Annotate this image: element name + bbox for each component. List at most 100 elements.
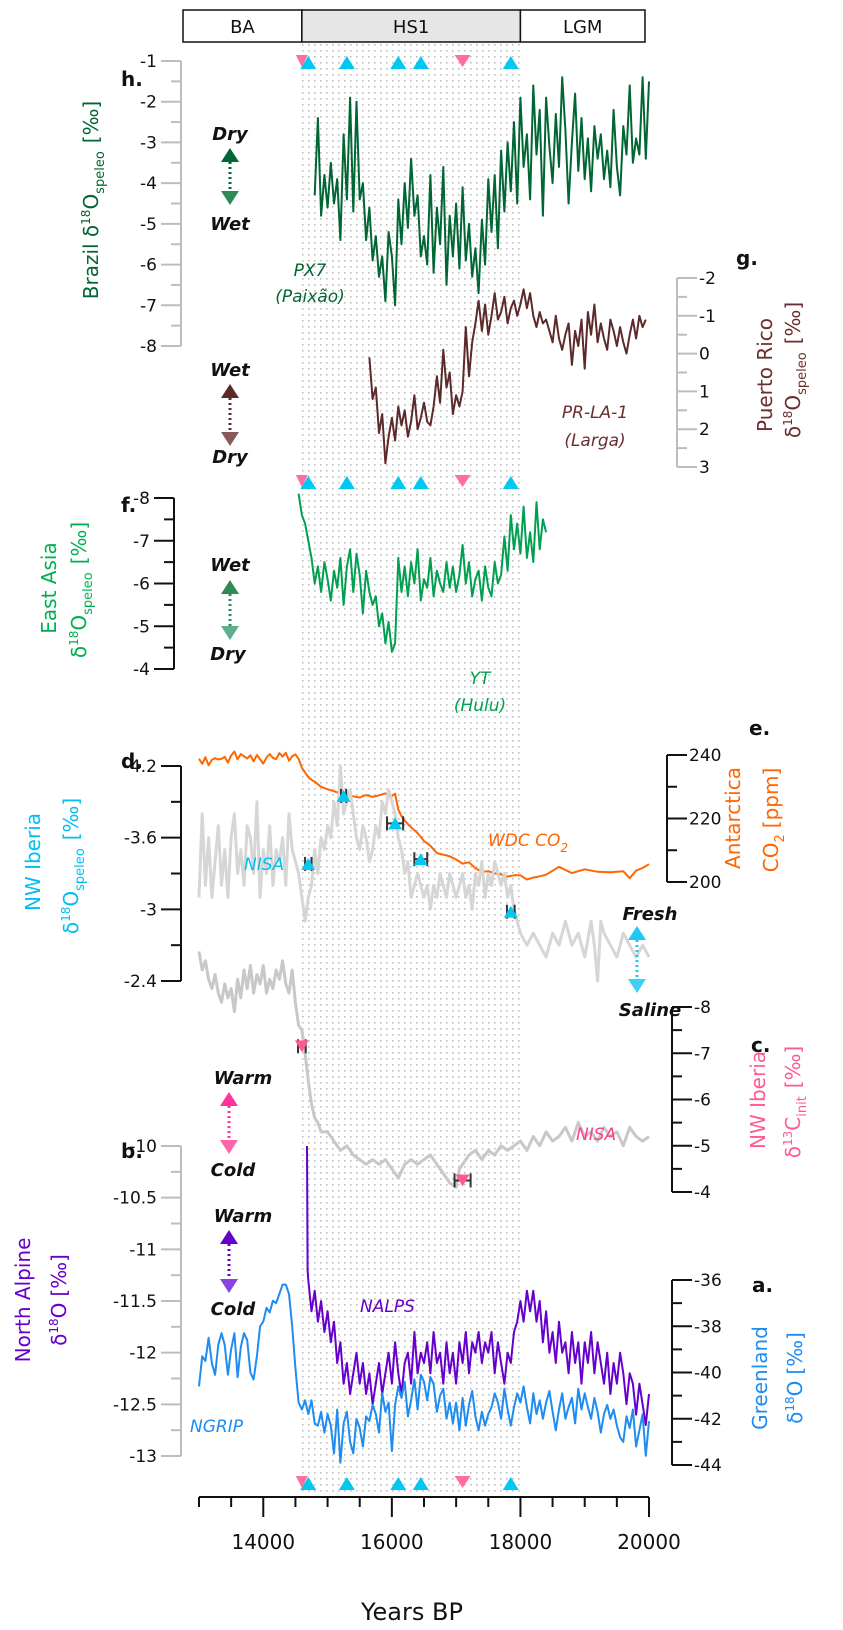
period-label-ba: BA (230, 17, 255, 38)
event-marker-down-triangle (295, 55, 308, 67)
y-tick-label-h: -7 (140, 296, 157, 316)
y-tick-label-e: 240 (689, 746, 721, 766)
y-tick-label-e: 200 (689, 873, 721, 893)
series-line-a (198, 1283, 650, 1464)
y-tick-label-g: 2 (699, 420, 710, 440)
marker-up-triangle (503, 905, 518, 918)
marker-down-triangle (294, 1040, 309, 1053)
event-marker-up-triangle (502, 476, 519, 489)
series-line-f (297, 493, 548, 653)
x-tick-label: 16000 (360, 1530, 424, 1554)
double-arrow-icon-d (628, 926, 646, 993)
direction-label-dry-g: Dry (212, 447, 249, 468)
dated-marker-c (453, 1173, 472, 1188)
axis-title-nw-iberia-d-line1: NW Iberia (21, 813, 45, 911)
series-line-h (313, 76, 650, 307)
record-label-nisa-c: NISA (576, 1125, 616, 1145)
panel-letter-c: c. (751, 1033, 770, 1057)
event-markers-bottom (295, 1476, 519, 1490)
axis-title-greenland-line1: Greenland (748, 1326, 772, 1430)
panel-h: -1 -2 -3 -4 -5 -6 -7 -8 (140, 52, 650, 357)
dated-marker-d (413, 852, 429, 867)
double-arrow-icon-h (221, 148, 239, 205)
record-label-paixao: (Paixão) (275, 287, 345, 307)
record-label-wdc-co2: WDC CO2 (488, 831, 568, 855)
event-marker-up-triangle (412, 476, 429, 489)
arrow-down-head (220, 1140, 238, 1154)
marker-up-triangle (336, 789, 351, 802)
x-tick-label: 18000 (489, 1530, 553, 1554)
marker-up-triangle (301, 857, 316, 870)
panel-f: -8 -7 -6 -5 -4 (133, 489, 548, 680)
y-tick-label-c: -8 (694, 998, 711, 1018)
axis-title-east-asia-line1: East Asia (37, 542, 61, 633)
event-marker-up-triangle (412, 56, 429, 69)
y-tick-label-g: -1 (699, 307, 716, 327)
y-tick-label-g: 3 (699, 458, 710, 478)
x-axis: 14000 16000 18000 20000 (198, 1496, 681, 1554)
y-tick-label-d: -3.6 (124, 829, 157, 849)
event-marker-up-triangle (338, 56, 355, 69)
marker-down-triangle (455, 1174, 470, 1187)
event-marker-down-triangle (454, 1476, 471, 1488)
direction-label-wet-f: Wet (210, 555, 251, 576)
event-marker-up-triangle (390, 56, 407, 69)
arrow-down-head (628, 979, 646, 993)
y-tick-label-c: -4 (694, 1183, 711, 1203)
dated-marker-d (336, 788, 351, 803)
event-marker-down-triangle (295, 1476, 308, 1488)
arrow-down-head (221, 626, 239, 640)
dated-marker-d (386, 816, 405, 831)
panel-letter-d: d. (121, 749, 143, 773)
event-marker-down-triangle (454, 475, 471, 487)
direction-label-fresh: Fresh (623, 904, 678, 925)
arrow-up-head (220, 1092, 238, 1106)
period-box-hs1 (301, 9, 522, 43)
panel-labels: h. g. f. e. d. c. b. a. (121, 67, 773, 1297)
y-tick-label-b: -10.5 (113, 1189, 157, 1209)
period-box-ba (182, 9, 303, 43)
dated-marker-d (301, 856, 316, 871)
axis-title-north-alpine-line1: North Alpine (11, 1238, 35, 1363)
axis-title-nw-iberia-c-line2: δ13Cinit[‰] (781, 1046, 810, 1159)
hs1-shaded-region (301, 44, 521, 1496)
period-box-lgm (519, 9, 646, 43)
y-tick-label-g: 1 (699, 382, 710, 402)
y-tick-label-f: -5 (133, 617, 150, 637)
axis-title-antarctica-line1: Antarctica (721, 767, 745, 869)
axis-titles: Brazil δ18Ospeleo[‰] Puerto Rico δ18Ospe… (11, 101, 810, 1430)
panel-g: -2 -1 0 1 2 3 (368, 269, 716, 478)
y-tick-label-b: -12.5 (113, 1395, 157, 1415)
axis-title-greenland-line2: δ18O[‰] (783, 1332, 807, 1424)
event-marker-down-triangle (454, 55, 471, 67)
x-tick-label: 14000 (231, 1530, 295, 1554)
event-marker-up-triangle (502, 1477, 519, 1490)
y-tick-label-b: -13 (129, 1447, 157, 1467)
event-marker-up-triangle (390, 1477, 407, 1490)
x-tick-label: 20000 (617, 1530, 681, 1554)
direction-label-cold-c: Cold (211, 1160, 257, 1181)
record-label-larga: (Larga) (564, 431, 625, 451)
direction-label-saline: Saline (619, 1000, 681, 1021)
y-tick-label-a: -40 (694, 1364, 722, 1384)
arrow-up-head (221, 384, 239, 398)
double-arrow-icon-c (220, 1092, 238, 1154)
event-markers-middle (295, 475, 519, 489)
y-tick-label-d: -4.2 (124, 757, 157, 777)
axis-title-east-asia-line2: δ18Ospeleo[‰] (67, 522, 96, 658)
y-tick-label-d: -2.4 (124, 972, 157, 992)
arrow-down-head (221, 191, 239, 205)
event-marker-up-triangle (338, 1477, 355, 1490)
axis-title-nw-iberia-d-line2: δ18Ospeleo[‰] (59, 798, 88, 934)
y-tick-label-a: -36 (694, 1271, 722, 1291)
event-marker-up-triangle (412, 1477, 429, 1490)
axis-title-north-alpine-line2: δ18O[‰] (47, 1254, 71, 1346)
record-label-nisa-d: NISA (244, 855, 284, 875)
marker-up-triangle (388, 817, 403, 830)
y-tick-label-d: -3 (140, 900, 157, 920)
record-labels: PX7 (Paixão) PR-LA-1 (Larga) YT (Hulu) W… (190, 261, 628, 1437)
panel-letter-a: a. (752, 1273, 773, 1297)
period-label-hs1: HS1 (393, 17, 429, 38)
dated-marker-d (503, 904, 518, 919)
event-marker-up-triangle (300, 1477, 317, 1490)
